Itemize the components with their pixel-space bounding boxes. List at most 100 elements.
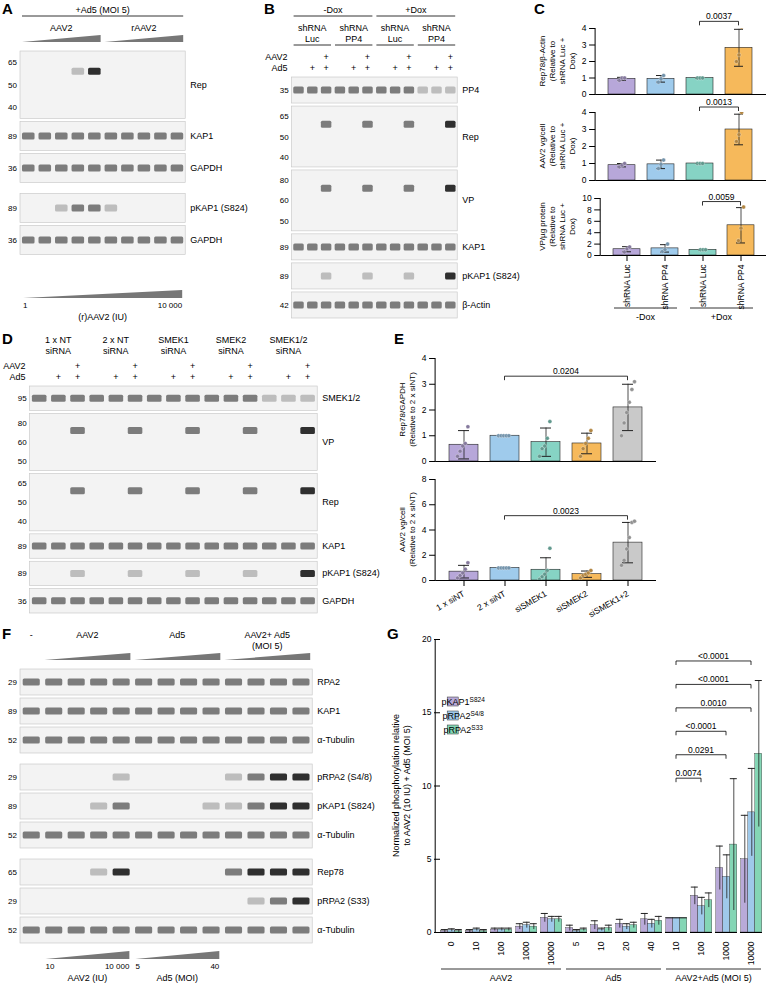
svg-text:10000: 10000	[746, 941, 756, 965]
svg-text:shRNA Luc +: shRNA Luc +	[558, 37, 567, 84]
svg-text:+: +	[323, 63, 328, 73]
svg-text:KAP1: KAP1	[322, 541, 345, 551]
svg-text:29: 29	[8, 773, 17, 782]
svg-text:89: 89	[18, 542, 27, 551]
svg-text:65: 65	[8, 58, 17, 67]
svg-text:65: 65	[18, 479, 27, 488]
svg-text:KAP1: KAP1	[190, 131, 213, 141]
svg-text:1: 1	[582, 158, 587, 168]
svg-text:89: 89	[280, 272, 289, 281]
svg-text:20: 20	[621, 941, 631, 951]
svg-text:siSMEK2: siSMEK2	[554, 588, 590, 614]
svg-text:shRNA: shRNA	[381, 23, 410, 33]
svg-text:10: 10	[422, 781, 432, 791]
svg-text:Dox): Dox)	[568, 137, 577, 154]
svg-text:+: +	[434, 63, 439, 73]
svg-text:VP: VP	[462, 195, 474, 205]
svg-text:Dox): Dox)	[568, 52, 577, 69]
svg-text:60: 60	[18, 438, 27, 447]
svg-text:RPA2: RPA2	[317, 677, 340, 687]
svg-text:10 000: 10 000	[105, 962, 130, 971]
svg-text:β-Actin: β-Actin	[462, 300, 490, 310]
svg-text:α-Tubulin: α-Tubulin	[317, 925, 354, 935]
svg-text:Dox): Dox)	[568, 218, 577, 235]
svg-text:PP4: PP4	[345, 34, 362, 44]
svg-text:SMEK1/2: SMEK1/2	[322, 393, 360, 403]
svg-text:0: 0	[422, 575, 427, 585]
svg-text:siRNA: siRNA	[161, 346, 187, 356]
svg-text:AAV2 (IU): AAV2 (IU)	[68, 973, 108, 983]
svg-text:29: 29	[8, 678, 17, 687]
svg-text:KAP1: KAP1	[317, 706, 340, 716]
svg-text:+: +	[310, 63, 315, 73]
svg-text:-Dox: -Dox	[323, 5, 343, 15]
svg-text:GAPDH: GAPDH	[190, 163, 222, 173]
svg-text:10 000: 10 000	[158, 301, 183, 310]
svg-text:40: 40	[8, 103, 17, 112]
svg-text:0.0037: 0.0037	[706, 11, 732, 21]
svg-text:Ad5: Ad5	[169, 630, 185, 640]
svg-text:E: E	[394, 330, 404, 346]
svg-text:65: 65	[280, 112, 289, 121]
svg-text:+: +	[351, 63, 356, 73]
svg-text:40: 40	[280, 153, 289, 162]
svg-text:Normalized phosphorylation rel: Normalized phosphorylation relative	[391, 714, 401, 857]
svg-text:100: 100	[496, 941, 506, 955]
svg-text:shRNA: shRNA	[298, 23, 327, 33]
svg-text:0.0074: 0.0074	[676, 768, 702, 778]
svg-text:G: G	[387, 625, 399, 641]
svg-text:pKAP1 (S824): pKAP1 (S824)	[462, 271, 520, 281]
svg-text:50: 50	[280, 217, 289, 226]
svg-text:Rep78: Rep78	[317, 867, 344, 877]
svg-text:4: 4	[422, 353, 427, 363]
svg-text:shRNA PP4: shRNA PP4	[660, 264, 670, 309]
svg-text:3: 3	[422, 379, 427, 389]
svg-text:to AAV2 (10 IU) + Ad5 (MOI 5): to AAV2 (10 IU) + Ad5 (MOI 5)	[402, 725, 412, 846]
svg-text:AAV2: AAV2	[76, 630, 98, 640]
svg-text:+: +	[75, 361, 80, 371]
svg-text:pRPA2 (S4/8): pRPA2 (S4/8)	[317, 772, 372, 782]
svg-text:shRNA Luc: shRNA Luc	[622, 264, 632, 307]
svg-text:Rep: Rep	[322, 497, 339, 507]
svg-text:0: 0	[582, 89, 587, 99]
svg-text:36: 36	[8, 164, 17, 173]
svg-text:1000: 1000	[721, 941, 731, 960]
svg-text:89: 89	[280, 243, 289, 252]
svg-text:<0.0001: <0.0001	[686, 721, 717, 731]
svg-text:<0.0001: <0.0001	[698, 651, 729, 661]
svg-text:shRNA Luc: shRNA Luc	[698, 264, 708, 307]
svg-text:VP/µg protein: VP/µg protein	[538, 202, 547, 251]
svg-text:siRNA: siRNA	[276, 346, 302, 356]
svg-text:pKAP1S824: pKAP1S824	[442, 696, 486, 707]
svg-text:Ad5: Ad5	[272, 63, 288, 73]
svg-text:3: 3	[582, 40, 587, 50]
svg-text:2 x NT: 2 x NT	[103, 335, 130, 345]
svg-text:10: 10	[471, 941, 481, 951]
svg-text:GAPDH: GAPDH	[322, 596, 354, 606]
svg-text:36: 36	[18, 597, 27, 606]
svg-text:89: 89	[18, 569, 27, 578]
svg-text:pKAP1 (S824): pKAP1 (S824)	[190, 203, 248, 213]
svg-text:50: 50	[18, 498, 27, 507]
svg-text:(Relative to: (Relative to	[548, 40, 557, 81]
svg-text:(Relative to: (Relative to	[548, 206, 557, 247]
svg-text:1: 1	[23, 301, 28, 310]
svg-text:Ad5 (MOI): Ad5 (MOI)	[157, 973, 199, 983]
svg-text:0.0291: 0.0291	[688, 745, 714, 755]
svg-text:6: 6	[587, 216, 592, 226]
svg-text:+Ad5 (MOI 5): +Ad5 (MOI 5)	[75, 5, 129, 15]
svg-text:1 x siNT: 1 x siNT	[434, 588, 466, 612]
svg-text:AAV2+Ad5 (MOI 5): AAV2+Ad5 (MOI 5)	[675, 973, 752, 983]
svg-text:+: +	[406, 63, 411, 73]
svg-text:1000: 1000	[521, 941, 531, 960]
svg-text:shRNA Luc +: shRNA Luc +	[558, 203, 567, 250]
svg-text:pRPA2S33: pRPA2S33	[443, 724, 483, 735]
svg-text:89: 89	[8, 204, 17, 213]
svg-text:siSMEK1+2: siSMEK1+2	[587, 588, 631, 619]
svg-text:0: 0	[446, 941, 456, 946]
svg-text:SMEK2: SMEK2	[216, 335, 247, 345]
svg-text:5: 5	[427, 854, 432, 864]
svg-text:+: +	[247, 361, 252, 371]
svg-text:8: 8	[587, 205, 592, 215]
svg-text:D: D	[2, 330, 13, 347]
